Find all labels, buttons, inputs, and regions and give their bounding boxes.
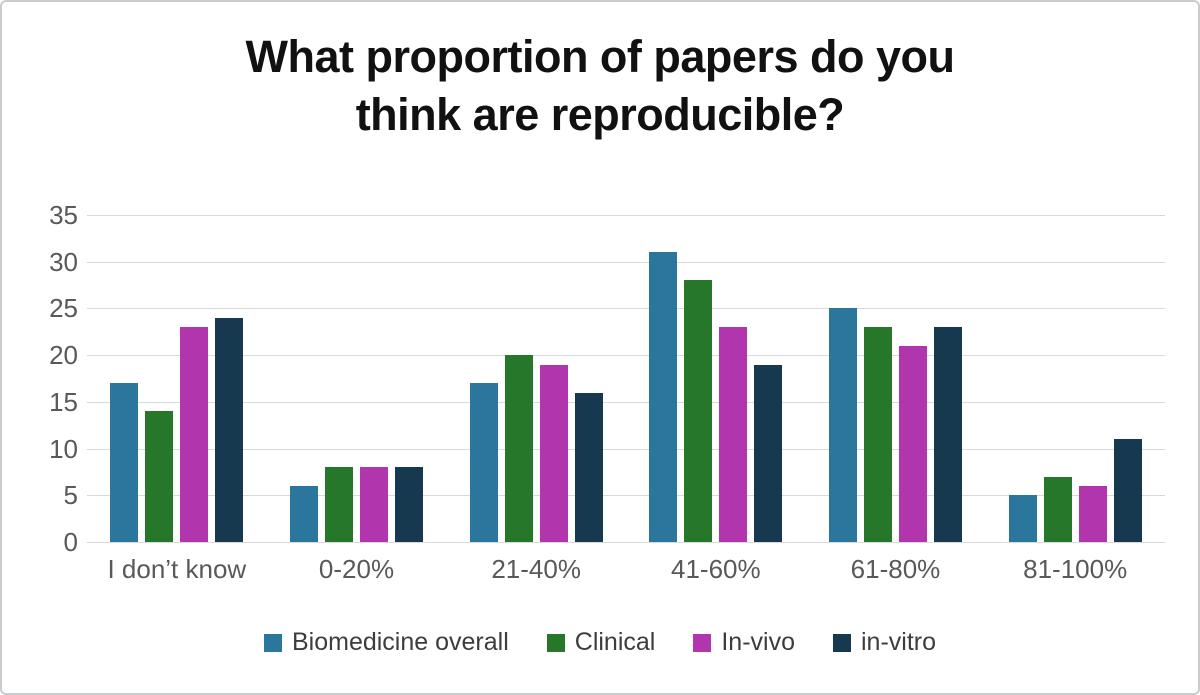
gridline-5 xyxy=(87,495,1165,497)
plot-area xyxy=(87,215,1165,543)
bar-in-vitro-6 xyxy=(1113,439,1142,542)
legend-item-clinical: Clinical xyxy=(546,628,656,657)
chart-title-line-2: think are reproducible? xyxy=(355,88,845,140)
legend-marker-icon xyxy=(263,633,282,652)
bar-clinical-5 xyxy=(863,327,892,542)
gridline-0 xyxy=(87,542,1165,543)
bar-in-vivo-4 xyxy=(719,327,748,542)
legend-item-biomedicine-overall: Biomedicine overall xyxy=(263,628,509,657)
legend-marker-icon xyxy=(546,633,565,652)
legend-item-in-vivo: In-vivo xyxy=(693,628,795,657)
y-tick-label-20: 20 xyxy=(49,340,78,371)
bar-clinical-6 xyxy=(1043,476,1072,542)
legend-item-in-vitro: in-vitro xyxy=(833,628,936,657)
y-tick-label-5: 5 xyxy=(63,480,78,511)
legend-label: In-vivo xyxy=(721,628,795,656)
gridline-10 xyxy=(87,448,1165,450)
y-tick-label-10: 10 xyxy=(49,433,78,464)
x-tick-label-4: 41-60% xyxy=(671,554,761,584)
bar-in-vivo-5 xyxy=(898,345,927,542)
bar-in-vivo-1 xyxy=(180,327,209,542)
bar-biomedicine-overall-4 xyxy=(649,252,678,542)
legend: Biomedicine overall Clinical In-vivo in-vit… xyxy=(2,628,1198,657)
bar-in-vitro-5 xyxy=(933,327,962,542)
legend-marker-icon xyxy=(693,633,712,652)
gridline-35 xyxy=(87,215,1165,216)
chart-title-line-1: What proportion of papers do you xyxy=(245,31,955,82)
bar-clinical-1 xyxy=(145,411,174,542)
y-tick-label-15: 15 xyxy=(49,386,78,417)
y-tick-label-25: 25 xyxy=(49,293,78,324)
bar-biomedicine-overall-5 xyxy=(828,308,857,542)
gridline-30 xyxy=(87,261,1165,263)
y-tick-label-0: 0 xyxy=(63,527,78,557)
bar-in-vitro-1 xyxy=(215,317,244,542)
gridline-15 xyxy=(87,401,1165,403)
x-tick-label-5: 61-80% xyxy=(850,554,941,584)
bar-group-6 xyxy=(985,215,1165,542)
bar-biomedicine-overall-6 xyxy=(1008,495,1037,542)
bar-group-5 xyxy=(806,215,986,542)
legend-label: Clinical xyxy=(574,628,656,656)
bar-clinical-3 xyxy=(504,355,533,542)
bar-in-vitro-2 xyxy=(394,467,423,542)
bar-group-1 xyxy=(87,215,267,542)
x-tick-label-3: 21-40% xyxy=(491,554,581,584)
x-tick-label-2: 0-20% xyxy=(318,554,395,584)
gridline-25 xyxy=(87,308,1165,310)
y-tick-label-30: 30 xyxy=(49,246,78,277)
legend-marker-icon xyxy=(833,633,851,652)
x-tick-label-1: I don’t know xyxy=(107,554,247,584)
bar-biomedicine-overall-2 xyxy=(289,485,318,542)
x-tick-label-6: 81-100% xyxy=(1023,554,1128,584)
y-tick-label-35: 35 xyxy=(49,200,78,230)
bar-biomedicine-overall-3 xyxy=(469,383,498,542)
bar-clinical-4 xyxy=(684,280,713,542)
legend-label: in-vitro xyxy=(861,628,937,656)
legend-label: Biomedicine overall xyxy=(291,628,509,656)
bar-group-4 xyxy=(626,215,806,542)
gridline-20 xyxy=(87,355,1165,357)
bar-in-vivo-3 xyxy=(539,364,568,542)
bar-in-vivo-6 xyxy=(1078,485,1107,542)
chart-title: What proportion of papers do you think a… xyxy=(2,28,1198,143)
bar-group-2 xyxy=(267,215,447,542)
bar-group-3 xyxy=(446,215,626,542)
bar-in-vitro-4 xyxy=(754,364,783,542)
bar-in-vivo-2 xyxy=(359,467,388,542)
bar-in-vitro-3 xyxy=(574,392,603,542)
bar-clinical-2 xyxy=(324,467,353,542)
bar-biomedicine-overall-1 xyxy=(110,383,139,542)
